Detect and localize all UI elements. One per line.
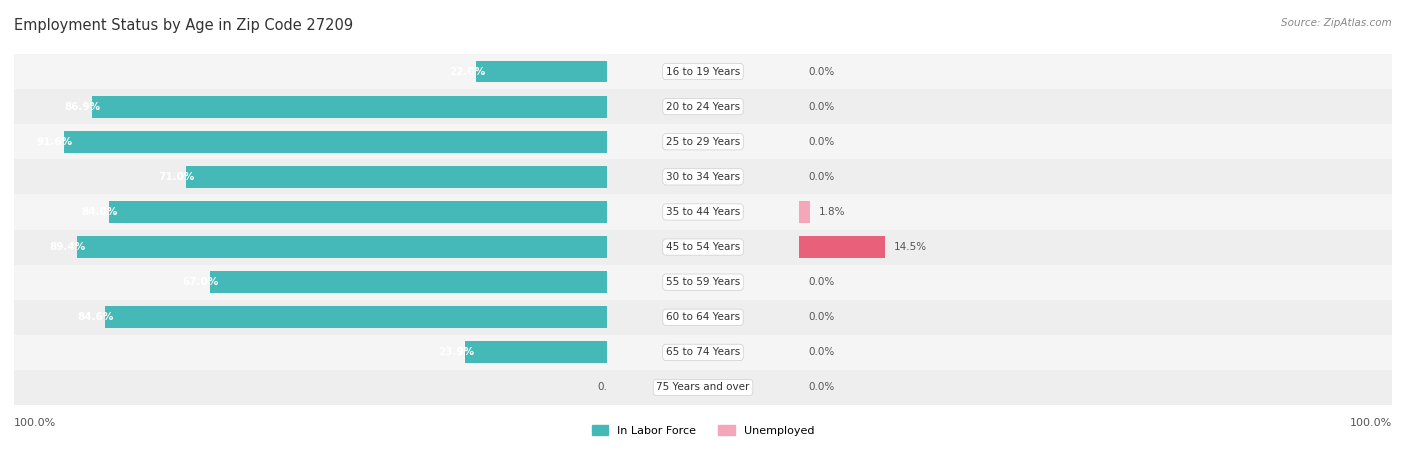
Text: 86.9%: 86.9% [65,102,101,112]
Bar [800,370,1392,405]
Bar [186,166,606,188]
Text: 0.0%: 0.0% [808,312,835,322]
Text: 0.0%: 0.0% [808,382,835,392]
Text: 60 to 64 Years: 60 to 64 Years [666,312,740,322]
Text: 0.0%: 0.0% [598,382,624,392]
Bar [14,335,606,370]
Bar [606,370,800,405]
Bar [14,370,606,405]
Text: 30 to 34 Years: 30 to 34 Years [666,172,740,182]
Text: 67.0%: 67.0% [183,277,218,287]
Bar [209,271,606,293]
Bar [465,342,606,363]
Bar [606,194,800,230]
Bar [606,265,800,300]
Bar [606,159,800,194]
Text: 14.5%: 14.5% [894,242,928,252]
Bar [800,265,1392,300]
Legend: In Labor Force, Unemployed: In Labor Force, Unemployed [588,420,818,440]
Bar [800,54,1392,89]
Bar [606,300,800,335]
Text: 91.6%: 91.6% [37,137,73,147]
Text: 65 to 74 Years: 65 to 74 Years [666,347,740,357]
Text: 71.0%: 71.0% [159,172,195,182]
Bar [63,131,606,153]
Bar [606,124,800,159]
Text: 55 to 59 Years: 55 to 59 Years [666,277,740,287]
Bar [108,201,606,223]
Text: 23.9%: 23.9% [437,347,474,357]
Text: 0.0%: 0.0% [808,277,835,287]
Bar [14,159,606,194]
Bar [800,194,1392,230]
Text: 35 to 44 Years: 35 to 44 Years [666,207,740,217]
Bar [800,335,1392,370]
Text: 0.0%: 0.0% [808,172,835,182]
Text: 25 to 29 Years: 25 to 29 Years [666,137,740,147]
Text: 22.0%: 22.0% [449,67,485,76]
Text: 84.6%: 84.6% [77,312,114,322]
Text: 89.4%: 89.4% [49,242,86,252]
Bar [800,124,1392,159]
Bar [105,306,606,328]
Bar [800,89,1392,124]
Bar [14,54,606,89]
Text: 20 to 24 Years: 20 to 24 Years [666,102,740,112]
Bar [91,96,606,117]
Bar [14,194,606,230]
Text: Source: ZipAtlas.com: Source: ZipAtlas.com [1281,18,1392,28]
Bar [606,89,800,124]
Text: 45 to 54 Years: 45 to 54 Years [666,242,740,252]
Bar [606,54,800,89]
Bar [14,300,606,335]
Text: 75 Years and over: 75 Years and over [657,382,749,392]
Text: Employment Status by Age in Zip Code 27209: Employment Status by Age in Zip Code 272… [14,18,353,33]
Text: 100.0%: 100.0% [1350,418,1392,428]
Bar [14,124,606,159]
Text: 0.0%: 0.0% [808,102,835,112]
Bar [14,265,606,300]
Text: 84.0%: 84.0% [82,207,118,217]
Bar [77,236,606,258]
Bar [477,61,606,82]
Text: 0.0%: 0.0% [808,137,835,147]
Text: 1.8%: 1.8% [820,207,845,217]
Text: 0.0%: 0.0% [808,67,835,76]
Text: 16 to 19 Years: 16 to 19 Years [666,67,740,76]
Text: 0.0%: 0.0% [808,347,835,357]
Bar [14,89,606,124]
Bar [800,300,1392,335]
Bar [606,230,800,265]
Bar [800,201,810,223]
Bar [800,230,1392,265]
Bar [800,236,886,258]
Text: 100.0%: 100.0% [14,418,56,428]
Bar [800,159,1392,194]
Bar [606,335,800,370]
Bar [14,230,606,265]
